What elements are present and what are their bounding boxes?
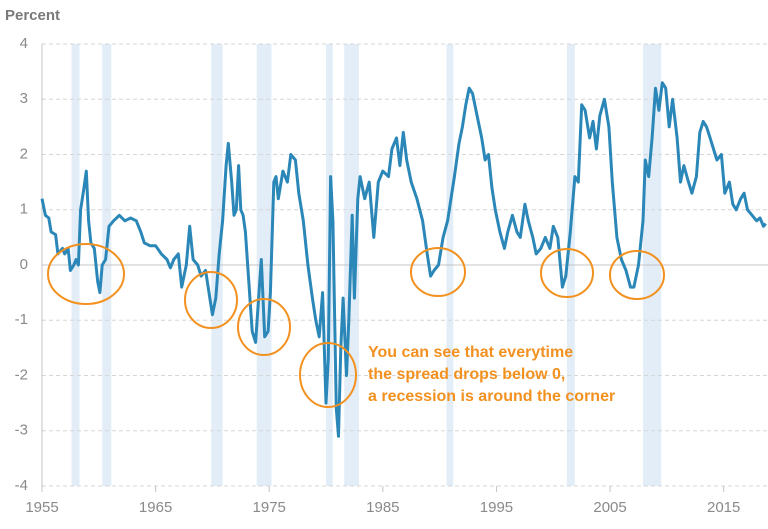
annotation-line: a recession is around the corner bbox=[368, 388, 615, 405]
highlight-circles bbox=[47, 243, 665, 408]
highlight-circle bbox=[609, 250, 665, 300]
y-tick-label: 0 bbox=[20, 256, 28, 273]
annotation: You can see that everytime the spread dro… bbox=[368, 344, 615, 405]
x-tick-label: 1955 bbox=[25, 499, 58, 516]
x-tick-label: 2015 bbox=[707, 499, 740, 516]
series bbox=[40, 81, 767, 438]
highlight-circle bbox=[47, 243, 125, 305]
x-tick-label: 1975 bbox=[253, 499, 286, 516]
highlight-circle bbox=[184, 271, 238, 329]
y-tick-label: -1 bbox=[15, 311, 28, 328]
x-tick-label: 1995 bbox=[480, 499, 513, 516]
axes: -4 -3 -2 -1 0 1 2 3 4 1955 1965 1975 1985 1995 2005 201… bbox=[15, 35, 741, 516]
y-tick-label: 3 bbox=[20, 90, 28, 107]
annotation-line: the spread drops below 0, bbox=[368, 366, 565, 383]
y-tick-label: 2 bbox=[20, 145, 28, 162]
x-tick-label: 2005 bbox=[593, 499, 626, 516]
highlight-circle bbox=[237, 298, 291, 356]
spread-line bbox=[40, 81, 767, 438]
y-tick-label: -3 bbox=[15, 422, 28, 439]
y-tick-label: 4 bbox=[20, 35, 28, 52]
y-tick-label: 1 bbox=[20, 201, 28, 218]
y-tick-label: -2 bbox=[15, 366, 28, 383]
highlight-circle bbox=[299, 342, 357, 408]
annotation-line: You can see that everytime bbox=[368, 344, 573, 361]
grid bbox=[42, 43, 768, 487]
x-tick-label: 1965 bbox=[139, 499, 172, 516]
x-tick-label: 1985 bbox=[366, 499, 399, 516]
highlight-circle bbox=[410, 247, 466, 297]
y-tick-label: -4 bbox=[15, 477, 28, 494]
highlight-circle bbox=[540, 248, 594, 298]
y-axis-label: Percent bbox=[5, 7, 60, 24]
